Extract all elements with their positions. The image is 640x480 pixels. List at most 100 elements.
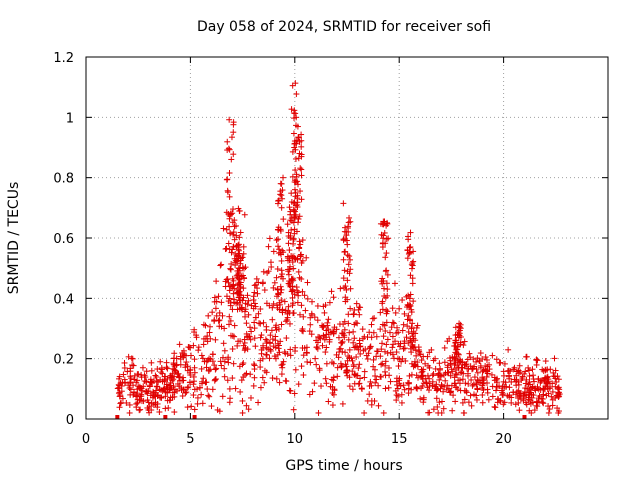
data-point	[298, 143, 305, 150]
data-point	[405, 312, 412, 319]
data-point	[299, 327, 306, 334]
data-point	[162, 393, 169, 400]
data-point	[295, 134, 302, 141]
data-point	[148, 359, 155, 366]
data-point	[223, 209, 230, 216]
data-point	[346, 383, 353, 390]
data-point	[193, 334, 200, 341]
data-point	[277, 338, 284, 345]
data-point	[340, 236, 347, 243]
data-point	[245, 311, 252, 318]
data-point	[515, 399, 522, 406]
data-point	[470, 391, 477, 398]
data-point	[514, 388, 521, 395]
data-point	[549, 402, 556, 409]
data-point	[277, 283, 284, 290]
data-point	[554, 405, 561, 412]
data-point	[465, 380, 472, 387]
data-point	[274, 265, 281, 272]
x-axis-label: GPS time / hours	[285, 458, 402, 474]
data-point	[229, 345, 236, 352]
data-point	[263, 369, 270, 376]
data-point	[369, 315, 376, 322]
data-point	[208, 403, 215, 410]
data-point	[191, 406, 198, 413]
data-point	[156, 386, 163, 393]
data-point	[298, 302, 305, 309]
data-point	[516, 407, 523, 414]
data-point	[140, 383, 147, 390]
data-point	[382, 294, 389, 301]
data-point	[335, 334, 342, 341]
data-point	[447, 372, 454, 379]
data-point	[382, 362, 389, 369]
data-point	[148, 367, 155, 374]
data-point	[453, 365, 460, 372]
data-point	[238, 255, 245, 262]
data-point	[296, 245, 303, 252]
data-point	[432, 355, 439, 362]
data-point	[198, 391, 205, 398]
data-point	[326, 299, 333, 306]
data-point	[393, 382, 400, 389]
data-point	[136, 396, 143, 403]
data-point	[353, 300, 360, 307]
data-point	[290, 130, 297, 137]
x-tick-label: 10	[287, 432, 304, 447]
data-point	[438, 381, 445, 388]
data-point	[394, 385, 401, 392]
data-point	[225, 145, 232, 152]
data-point	[341, 267, 348, 274]
data-point	[403, 334, 410, 341]
data-point	[433, 381, 440, 388]
data-point	[377, 326, 384, 333]
data-point	[227, 395, 234, 402]
data-point	[293, 284, 300, 291]
data-point	[211, 377, 218, 384]
data-point	[533, 361, 540, 368]
data-point	[382, 268, 389, 275]
data-point	[361, 368, 368, 375]
data-point	[473, 396, 480, 403]
data-point	[232, 262, 239, 269]
data-point	[257, 306, 264, 313]
data-point	[484, 380, 491, 387]
data-point	[350, 363, 357, 370]
data-point	[241, 339, 248, 346]
data-point	[250, 296, 257, 303]
data-point	[345, 353, 352, 360]
data-point	[204, 386, 211, 393]
data-point	[228, 249, 235, 256]
data-point	[322, 349, 329, 356]
data-point	[205, 312, 212, 319]
data-point	[338, 340, 345, 347]
data-point	[205, 392, 212, 399]
data-point	[167, 394, 174, 401]
data-point	[221, 347, 228, 354]
data-point	[382, 385, 389, 392]
data-point	[138, 391, 145, 398]
data-point	[237, 229, 244, 236]
data-point	[228, 156, 235, 163]
baseline-marker	[192, 415, 197, 419]
data-point	[529, 384, 536, 391]
data-point	[393, 349, 400, 356]
data-point	[118, 382, 125, 389]
data-point	[303, 349, 310, 356]
data-point	[380, 333, 387, 340]
data-point	[405, 385, 412, 392]
data-point	[150, 388, 157, 395]
data-point	[120, 371, 127, 378]
data-point	[453, 346, 460, 353]
data-point	[384, 336, 391, 343]
data-point	[218, 362, 225, 369]
data-point	[244, 333, 251, 340]
data-point	[521, 388, 528, 395]
data-point	[450, 392, 457, 399]
data-point	[360, 347, 367, 354]
data-point	[248, 328, 255, 335]
data-point	[288, 106, 295, 113]
data-point	[409, 333, 416, 340]
data-point	[413, 384, 420, 391]
data-point	[288, 288, 295, 295]
